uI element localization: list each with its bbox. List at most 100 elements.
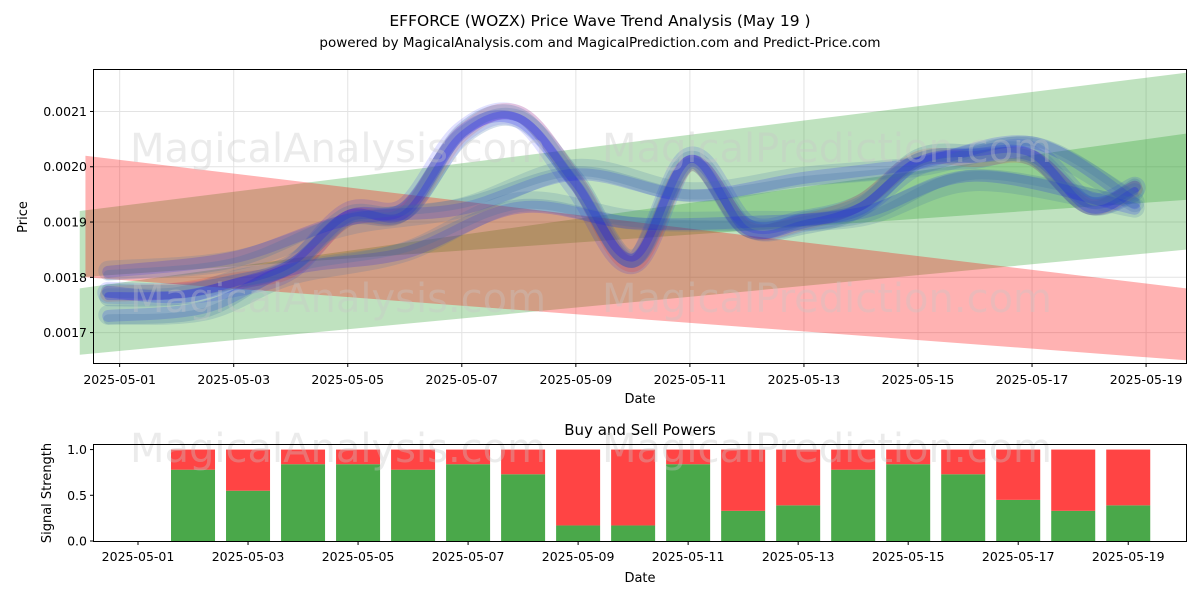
band-green-upper [79, 72, 1186, 278]
buy-bar [831, 469, 876, 541]
watermark-prediction: MagicalPrediction.com [602, 126, 1052, 172]
buy-bar [886, 464, 931, 541]
buy-bar [1106, 505, 1151, 541]
power-x-tick-label: 2025-05-03 [212, 549, 285, 564]
price-y-tick-label: 0.0018 [43, 270, 87, 285]
chart-title: EFFORCE (WOZX) Price Wave Trend Analysis… [389, 12, 810, 30]
watermark-analysis: MagicalAnalysis.com [130, 126, 546, 172]
chart-subtitle: powered by MagicalAnalysis.com and Magic… [319, 35, 880, 51]
buy-bar [556, 525, 601, 541]
price-y-axis: 0.0017 0.0018 0.0019 0.0020 0.0021 [43, 104, 94, 340]
power-x-tick-label: 2025-05-17 [982, 549, 1055, 564]
sell-bar [1106, 449, 1151, 506]
buy-bar [391, 469, 436, 541]
power-x-label: Date [624, 571, 655, 586]
watermark-prediction-2: MagicalPrediction.com [602, 276, 1052, 322]
price-grid [94, 70, 1186, 363]
sell-bar [996, 449, 1041, 500]
price-x-axis: 2025-05-01 2025-05-03 2025-05-05 2025-05-07… [83, 363, 1182, 387]
watermark-analysis-2: MagicalAnalysis.com [130, 276, 546, 322]
buy-bar [171, 469, 216, 541]
wave-trend-upper [102, 135, 1141, 278]
sell-bar [831, 449, 876, 470]
wave-trend-lower [102, 169, 1141, 323]
price-x-tick-label: 2025-05-19 [1110, 372, 1183, 387]
power-y-tick-label: 1.0 [67, 442, 87, 457]
wave-price-wave [101, 104, 1142, 300]
watermark-prediction-3: MagicalPrediction.com [602, 426, 1052, 472]
sell-bar [666, 449, 711, 465]
sell-bar [501, 449, 546, 475]
price-y-tick-label: 0.0017 [43, 325, 87, 340]
wave-trend-upper [98, 136, 1145, 281]
price-chart: MagicalAnalysis.com MagicalPrediction.co… [16, 69, 1187, 407]
buy-bar [776, 505, 821, 541]
sell-bar [611, 449, 656, 526]
sell-bar [886, 449, 931, 465]
wave-trend-upper [103, 135, 1140, 281]
power-chart-title: Buy and Sell Powers [564, 421, 716, 439]
buy-bar [611, 525, 656, 541]
sell-bar [226, 449, 271, 491]
watermark-analysis-3: MagicalAnalysis.com [130, 426, 546, 472]
sell-bar [391, 449, 436, 470]
price-y-tick-label: 0.0021 [43, 104, 87, 119]
buy-bar [1051, 510, 1096, 541]
price-plot-frame [93, 69, 1187, 364]
wave-trend-lower [98, 171, 1145, 325]
wave-price-wave [102, 109, 1141, 304]
sell-bar [556, 449, 601, 526]
power-x-tick-label: 2025-05-19 [1092, 549, 1165, 564]
power-x-tick-label: 2025-05-01 [102, 549, 175, 564]
power-y-axis: 0.0 0.5 1.0 [67, 442, 94, 549]
sell-bar [171, 449, 216, 470]
sell-bar [281, 449, 326, 465]
power-bars [171, 449, 1151, 541]
power-x-axis: 2025-05-01 2025-05-03 2025-05-05 2025-05-07… [102, 541, 1165, 564]
sell-bar [941, 449, 986, 475]
power-y-tick-label: 0.0 [67, 534, 87, 549]
power-chart: Buy and Sell Powers MagicalAnalysis.com … [40, 421, 1187, 586]
buy-bar [501, 474, 546, 541]
price-x-tick-label: 2025-05-13 [768, 372, 841, 387]
price-x-tick-label: 2025-05-01 [83, 372, 156, 387]
buy-bar [226, 490, 271, 541]
buy-bar [446, 464, 491, 541]
power-x-tick-label: 2025-05-09 [542, 549, 615, 564]
price-y-tick-label: 0.0019 [43, 215, 87, 230]
power-y-label: Signal Strength [40, 443, 55, 543]
sell-bar [721, 449, 766, 511]
price-x-tick-label: 2025-05-05 [311, 372, 384, 387]
power-x-tick-label: 2025-05-15 [872, 549, 945, 564]
buy-bar [941, 474, 986, 541]
price-x-label: Date [624, 392, 655, 407]
band-red-down [85, 155, 1186, 361]
price-x-tick-label: 2025-05-17 [996, 372, 1069, 387]
power-plot-frame [93, 444, 1187, 542]
wave-price-wave [100, 103, 1143, 302]
band-green-lower [79, 133, 1186, 355]
price-y-tick-label: 0.0020 [43, 159, 87, 174]
wave-price-wave [97, 102, 1146, 306]
power-x-tick-label: 2025-05-13 [762, 549, 835, 564]
price-x-tick-label: 2025-05-07 [425, 372, 498, 387]
power-x-tick-label: 2025-05-07 [432, 549, 505, 564]
sell-bar [776, 449, 821, 506]
price-x-tick-label: 2025-05-11 [654, 372, 727, 387]
buy-bar [336, 464, 381, 541]
price-y-label: Price [16, 201, 31, 233]
buy-bar [281, 464, 326, 541]
sell-bar [1051, 449, 1096, 511]
wave-price-wave [104, 111, 1139, 301]
buy-bar [996, 499, 1041, 541]
price-x-tick-label: 2025-05-09 [540, 372, 613, 387]
wave-price-wave [99, 107, 1144, 307]
buy-bar [666, 464, 711, 541]
price-x-tick-label: 2025-05-15 [882, 372, 955, 387]
power-x-tick-label: 2025-05-05 [322, 549, 395, 564]
power-x-tick-label: 2025-05-11 [652, 549, 725, 564]
sell-bar [446, 449, 491, 465]
price-x-tick-label: 2025-05-03 [197, 372, 270, 387]
sell-bar [336, 449, 381, 465]
